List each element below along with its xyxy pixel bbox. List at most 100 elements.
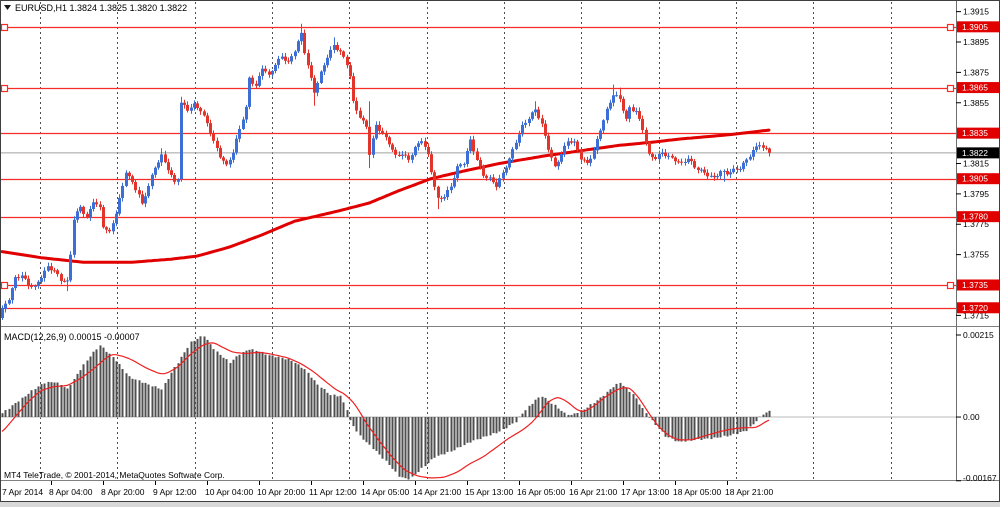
candle-body — [95, 202, 98, 205]
candle-body — [313, 77, 316, 93]
time-label: 16 Apr 21:00 — [569, 487, 617, 497]
level-handle — [0, 281, 9, 290]
horizontal-level-lines[interactable] — [0, 23, 956, 310]
level-handle — [0, 84, 9, 93]
macd-axis[interactable]: 0.00215 0.00 -0.00167 — [956, 330, 997, 483]
price-axis[interactable]: 1.3915 1.3895 1.3875 1.3855 1.3815 1.3795 1.37… — [956, 7, 999, 321]
candle-body — [63, 280, 66, 282]
candle-body — [534, 109, 537, 113]
candle-body — [190, 107, 193, 111]
candle-body — [89, 209, 92, 218]
candle-body — [739, 169, 742, 171]
candle-body — [86, 213, 89, 218]
candle-body — [723, 170, 726, 172]
candle-body — [50, 266, 53, 271]
macd-indicator-label: MACD(12,26,9) 0.00015 -0.00007 — [4, 332, 140, 342]
candle-body — [245, 106, 248, 120]
candle-body — [66, 280, 69, 282]
level-price-label: 1.3805 — [962, 174, 988, 184]
candle-body — [742, 162, 745, 170]
candle-body — [450, 186, 453, 191]
candle-body — [641, 118, 644, 130]
candle-body — [21, 275, 24, 279]
candle-body — [99, 204, 102, 208]
candle-body — [27, 278, 30, 286]
candle-body — [550, 149, 553, 158]
candle-body — [349, 65, 352, 77]
candle-body — [495, 182, 498, 187]
candle-body — [203, 111, 206, 116]
time-axis[interactable]: 7 Apr 2014 8 Apr 04:00 8 Apr 20:00 9 Apr 12… — [2, 481, 773, 497]
candle-body — [339, 50, 342, 52]
candle-body — [502, 172, 505, 179]
candle-body — [703, 169, 706, 173]
candle-body — [456, 166, 459, 179]
candle-body — [40, 277, 43, 282]
candle-body — [619, 95, 622, 99]
candle-body — [602, 120, 605, 131]
candle-body — [277, 58, 280, 65]
candle-body — [586, 159, 589, 163]
symbol-dropdown-icon[interactable] — [4, 5, 11, 10]
candle-body — [177, 179, 180, 182]
current-price-label-bg — [957, 147, 999, 159]
candle-body — [235, 138, 238, 153]
price-tick-label: 1.3855 — [963, 98, 989, 108]
candle-body — [336, 45, 339, 51]
candle-body — [368, 126, 371, 155]
candle-body — [199, 108, 202, 112]
candle-body — [560, 154, 563, 162]
candle-body — [424, 141, 427, 147]
candle-body — [498, 178, 501, 187]
level-price-label-bg — [957, 127, 999, 139]
candle-body — [758, 145, 761, 147]
candle-body — [414, 146, 417, 156]
candle-body — [573, 141, 576, 143]
candle-body — [768, 148, 771, 153]
candle-body — [238, 129, 241, 139]
candle-body — [297, 41, 300, 52]
candle-body — [680, 161, 683, 163]
candle-body — [222, 157, 225, 161]
candle-body — [706, 172, 709, 177]
candle-body — [489, 177, 492, 179]
candle-body — [479, 160, 482, 167]
candle-body — [255, 83, 258, 86]
candle-body — [138, 190, 141, 195]
candle-body — [492, 177, 495, 183]
candle-body — [303, 32, 306, 54]
candle-body — [505, 167, 508, 173]
candle-body — [674, 157, 677, 162]
level-price-label: 1.3735 — [962, 280, 988, 290]
time-label: 11 Apr 12:00 — [309, 487, 357, 497]
candle-body — [667, 155, 670, 157]
candle-body — [79, 206, 82, 212]
time-label: 8 Apr 04:00 — [49, 487, 93, 497]
candle-body — [541, 118, 544, 124]
candle-body — [593, 150, 596, 159]
candle-body — [719, 171, 722, 177]
candle-body — [147, 186, 150, 197]
candle-body — [531, 112, 534, 119]
candle-body — [219, 148, 222, 158]
candle-body — [576, 141, 579, 151]
candle-body — [261, 68, 264, 76]
candle-body — [508, 158, 511, 168]
candle-body — [196, 103, 199, 108]
candle-body — [632, 107, 635, 112]
candle-body — [580, 150, 583, 160]
moving-average-line[interactable] — [0, 128, 771, 264]
candle-body — [476, 151, 479, 160]
candle-body — [511, 149, 514, 159]
candle-body — [294, 51, 297, 57]
time-label: 14 Apr 05:00 — [361, 487, 409, 497]
candle-body — [183, 102, 186, 105]
candle-body — [453, 178, 456, 187]
candle-body — [700, 169, 703, 171]
macd-panel[interactable] — [0, 336, 956, 480]
candle-body — [726, 170, 729, 175]
price-panel[interactable] — [0, 23, 956, 320]
candle-body — [362, 117, 365, 121]
candle-body — [131, 176, 134, 182]
